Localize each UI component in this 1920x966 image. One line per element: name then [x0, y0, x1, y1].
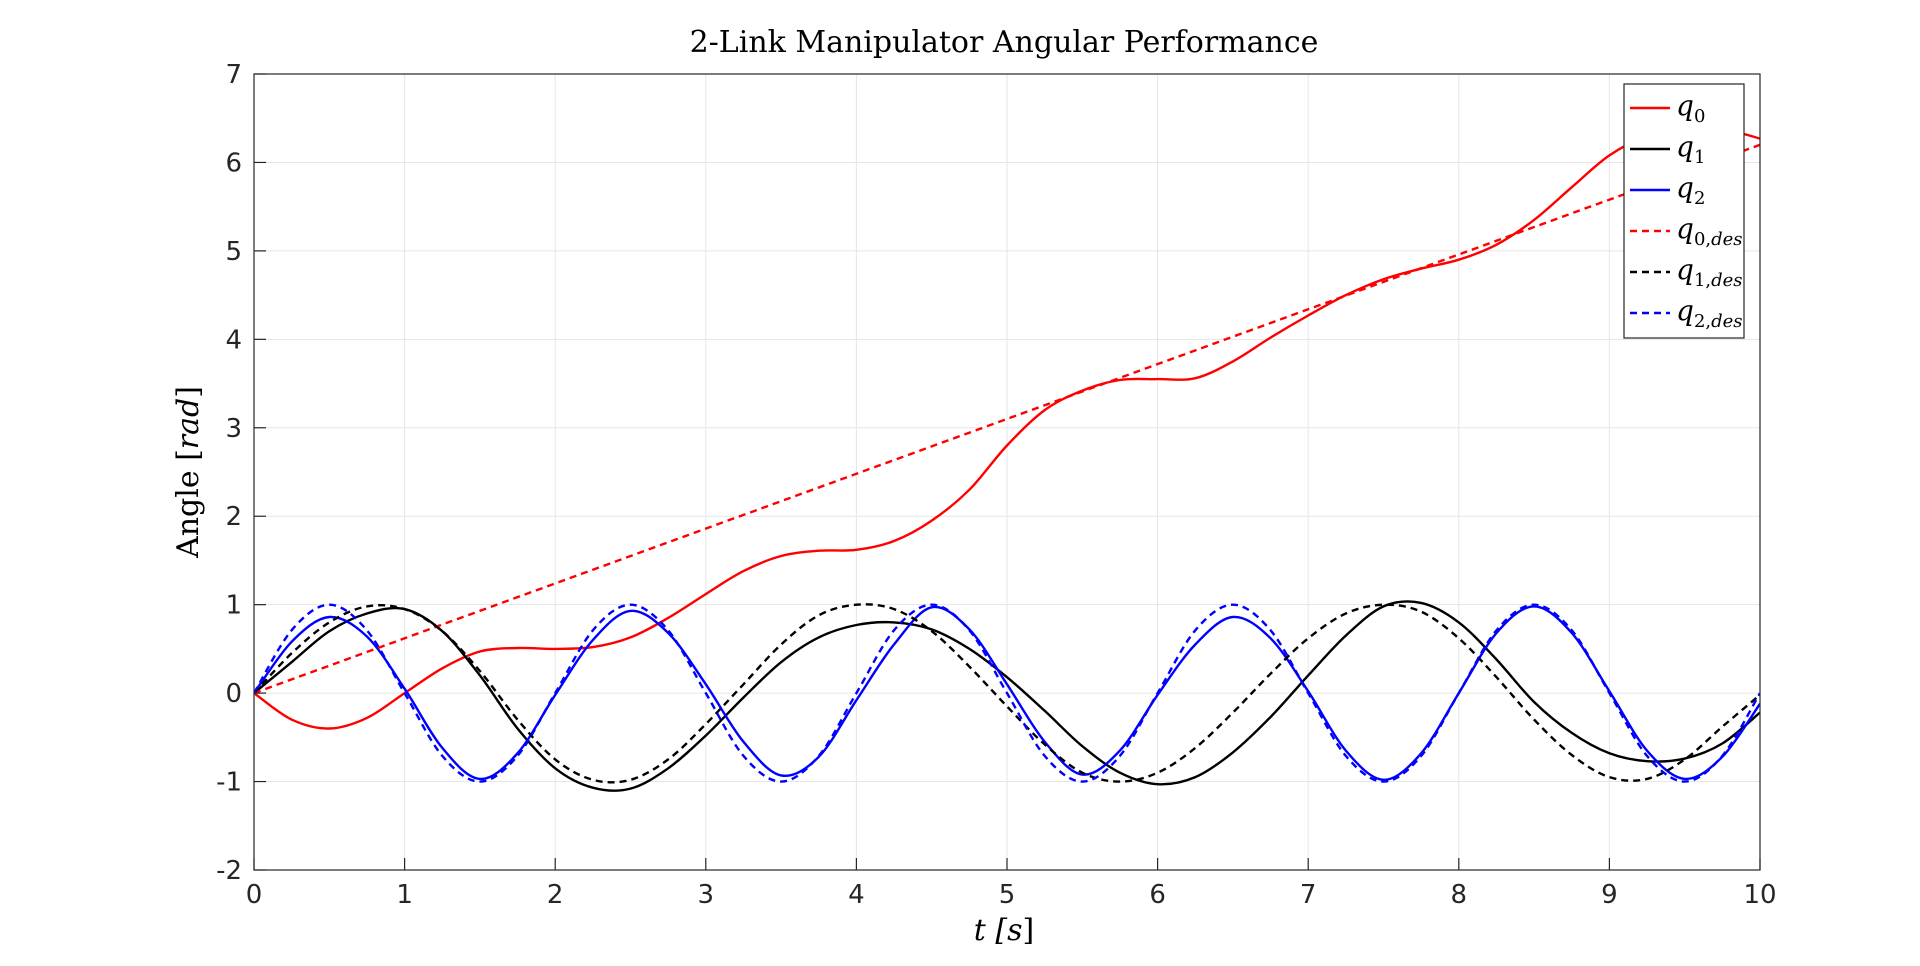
- axis-ticks: 0 1 2 3 4 5 6 7 8 9 10 -2 -1 0 1 2 3 4 5 6 7: [216, 60, 1776, 910]
- series-line-q2: [254, 605, 1760, 782]
- series-layer: [254, 125, 1760, 792]
- x-tick-label: 9: [1601, 880, 1618, 910]
- x-tick-label: 2: [547, 880, 564, 910]
- series-line-q1: [254, 600, 1760, 792]
- y-tick-label: 2: [225, 502, 242, 532]
- x-tick-label: 3: [698, 880, 715, 910]
- series-line-q0-des: [254, 143, 1760, 695]
- legend-entry: q2: [1676, 171, 1705, 209]
- x-tick-label: 4: [848, 880, 865, 910]
- grid: [253, 73, 1761, 871]
- y-axis-label: Angle [rad]: [171, 386, 206, 559]
- y-tick-label: 3: [225, 414, 242, 444]
- y-tick-label: 6: [225, 148, 242, 178]
- legend-box: [1623, 83, 1745, 339]
- series-line-q0: [254, 125, 1760, 730]
- chart-title: 2-Link Manipulator Angular Performance: [690, 25, 1319, 60]
- x-tick-label: 6: [1149, 880, 1166, 910]
- x-tick-label: 0: [246, 880, 263, 910]
- legend-entry: q2,des: [1676, 294, 1743, 332]
- y-tick-label: -2: [216, 856, 242, 886]
- series-line-q1-des: [254, 603, 1760, 784]
- series-line-q2-des: [254, 603, 1760, 783]
- y-tick-label: 7: [225, 60, 242, 90]
- x-axis-label: t [s]: [974, 913, 1034, 948]
- x-tick-label: 1: [396, 880, 413, 910]
- y-tick-label: -1: [216, 768, 242, 798]
- y-tick-label: 5: [225, 237, 242, 267]
- x-tick-label: 5: [999, 880, 1016, 910]
- y-tick-label: 4: [225, 325, 242, 355]
- legend-entry: q0,des: [1676, 212, 1743, 250]
- x-tick-label: 10: [1743, 880, 1776, 910]
- legend-entry: q1: [1676, 130, 1705, 168]
- x-tick-label: 8: [1451, 880, 1468, 910]
- y-tick-label: 1: [225, 591, 242, 621]
- legend-entry: q0: [1676, 89, 1705, 127]
- y-tick-label: 0: [225, 679, 242, 709]
- legend-entry: q1,des: [1676, 253, 1743, 291]
- x-tick-label: 7: [1300, 880, 1317, 910]
